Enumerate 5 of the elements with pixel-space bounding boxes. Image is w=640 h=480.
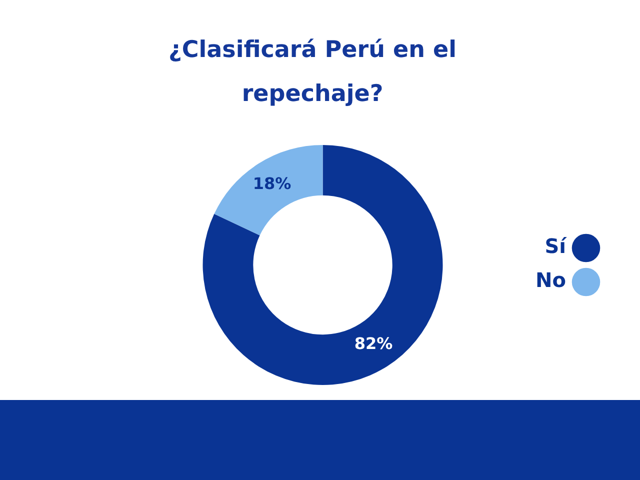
legend-label: Sí [544,234,568,258]
chart-title: ¿Clasificará Perú en el repechaje? [168,36,458,109]
legend-label: No [536,268,566,292]
data-label: 82% [354,334,393,354]
data-label: 18% [252,174,292,194]
